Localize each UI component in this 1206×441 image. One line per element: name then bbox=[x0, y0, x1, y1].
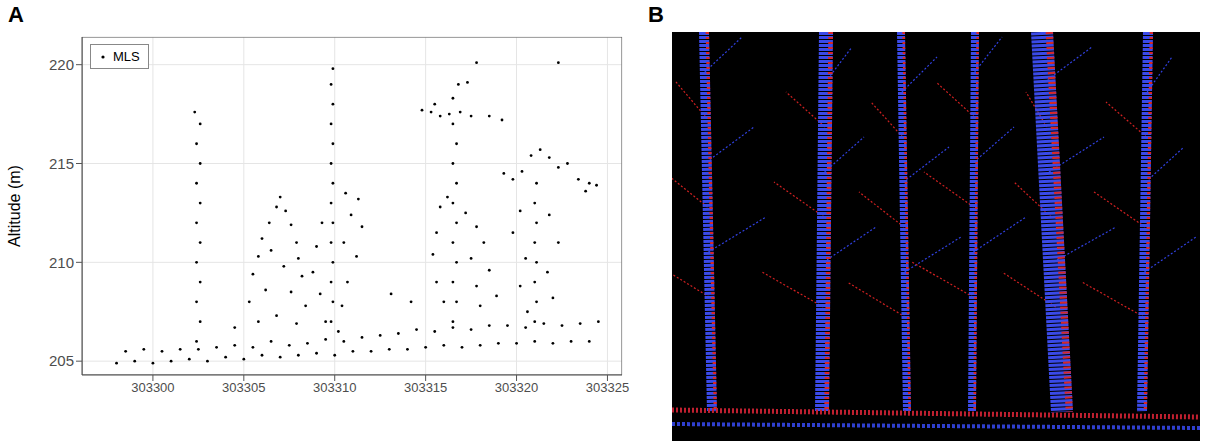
svg-text:215: 215 bbox=[49, 155, 74, 172]
svg-text:303325: 303325 bbox=[586, 380, 629, 395]
svg-text:303310: 303310 bbox=[313, 380, 356, 395]
svg-text:210: 210 bbox=[49, 254, 74, 271]
html-text:MLS: MLS bbox=[113, 49, 140, 64]
svg-text:205: 205 bbox=[49, 352, 74, 369]
html-text:A: A bbox=[8, 2, 24, 27]
svg-text:Altitude (m): Altitude (m) bbox=[6, 165, 23, 247]
svg-text:220: 220 bbox=[49, 56, 74, 73]
svg-text:303305: 303305 bbox=[222, 380, 265, 395]
html-text:B: B bbox=[648, 2, 664, 27]
svg-text:303315: 303315 bbox=[404, 380, 447, 395]
svg-text:303320: 303320 bbox=[495, 380, 538, 395]
svg-text:303300: 303300 bbox=[131, 380, 174, 395]
